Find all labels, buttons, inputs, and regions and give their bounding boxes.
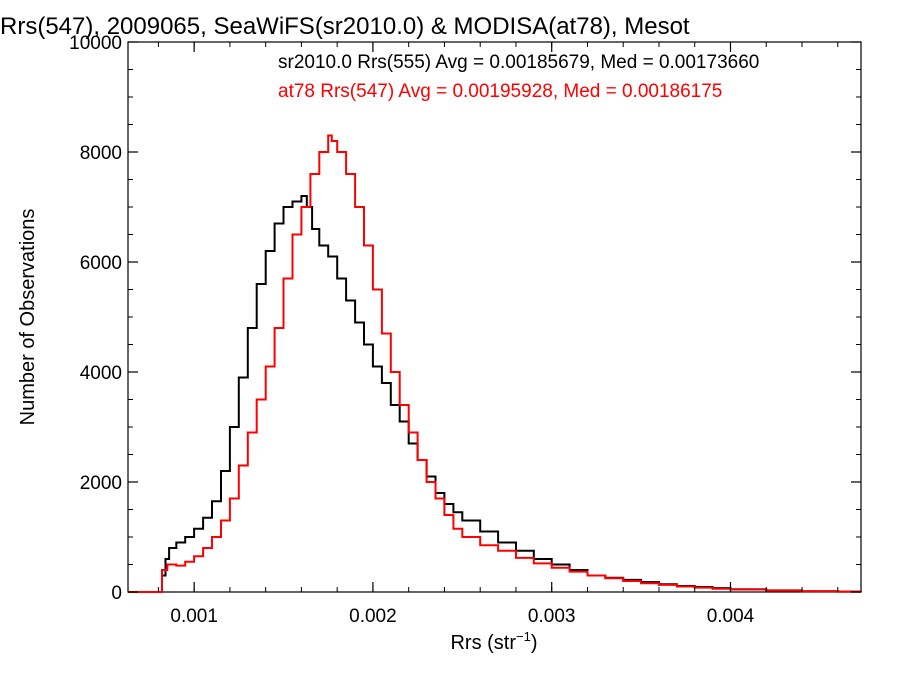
x-axis-label-main: Rrs (str xyxy=(450,632,516,654)
series-line-at78 xyxy=(128,134,862,593)
x-tick-label: 0.002 xyxy=(349,606,397,627)
y-tick-label: 8000 xyxy=(80,143,122,164)
y-tick-label: 4000 xyxy=(80,363,122,384)
x-tick-label: 0.004 xyxy=(707,606,755,627)
x-axis-label-close: ) xyxy=(531,632,538,654)
x-tick-label: 0.001 xyxy=(170,606,218,627)
y-tick-label: 2000 xyxy=(80,473,122,494)
series-line-sr2010 xyxy=(128,195,862,593)
y-tick-label: 0 xyxy=(111,583,122,604)
y-tick-label: 6000 xyxy=(80,253,122,274)
tick-layer: 0.001 0.002 0.003 0.004 0 2000 4000 6000 8000 100… xyxy=(69,33,861,627)
y-axis-label: Number of Observations xyxy=(17,209,39,426)
y-tick-label: 10000 xyxy=(69,33,122,54)
x-axis-label-superscript: −1 xyxy=(516,629,531,644)
legend-entry-sr2010: sr2010.0 Rrs(555) Avg = 0.00185679, Med … xyxy=(278,52,759,73)
series-layer xyxy=(128,134,862,593)
chart-title: Rrs(547), 2009065, SeaWiFS(sr2010.0) & M… xyxy=(0,13,690,40)
plot-frame xyxy=(127,41,862,593)
legend-entry-at78: at78 Rrs(547) Avg = 0.00195928, Med = 0.… xyxy=(278,81,722,102)
x-axis-label: Rrs (str−1) xyxy=(450,629,537,654)
x-tick-label: 0.003 xyxy=(528,606,576,627)
